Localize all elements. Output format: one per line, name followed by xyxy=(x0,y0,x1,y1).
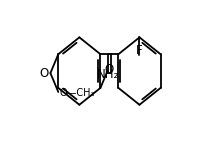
Text: O: O xyxy=(105,63,114,76)
Text: O—CH₃: O—CH₃ xyxy=(59,88,95,98)
Text: NH₂: NH₂ xyxy=(97,68,119,81)
Text: O: O xyxy=(40,67,49,80)
Text: F: F xyxy=(136,44,143,57)
